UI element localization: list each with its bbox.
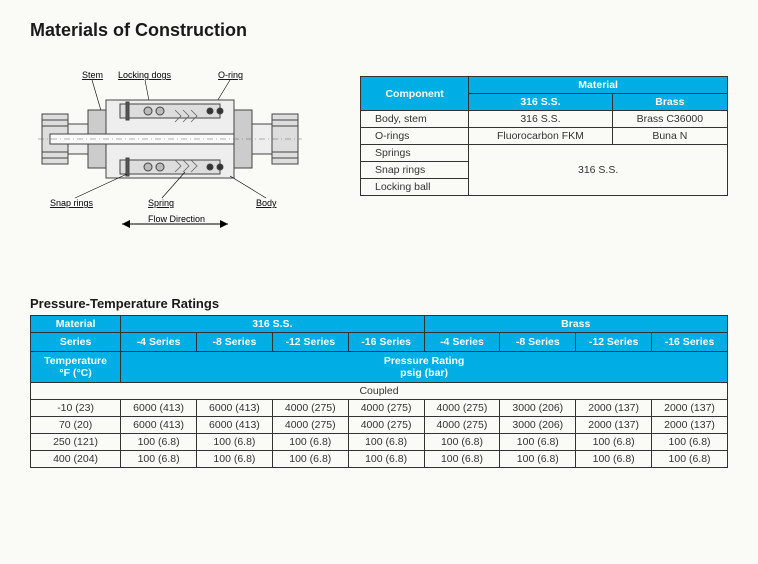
ratings-table: Material 316 S.S. Brass Series -4 Series… (30, 315, 728, 468)
ratings-title: Pressure-Temperature Ratings (30, 296, 728, 311)
label-oring: O-ring (218, 70, 243, 80)
page-title: Materials of Construction (30, 20, 728, 41)
col-component: Component (361, 77, 469, 111)
col-temp: Temperature °F (°C) (31, 352, 121, 383)
label-spring: Spring (148, 198, 174, 208)
label-flow: Flow Direction (148, 214, 205, 224)
table-row: 70 (20)6000 (413)6000 (413)4000 (275)400… (31, 417, 728, 434)
table-row: 250 (121)100 (6.8)100 (6.8)100 (6.8)100 … (31, 434, 728, 451)
label-snap: Snap rings (50, 198, 94, 208)
cutaway-diagram: Stem Locking dogs O-ring (30, 66, 330, 236)
materials-table: Component Material 316 S.S. Brass Body, … (360, 76, 728, 196)
col-ss: 316 S.S. (121, 316, 424, 333)
col-material: Material (31, 316, 121, 333)
col-series: Series (31, 333, 121, 352)
col-material: Material (469, 77, 728, 94)
col-brass: Brass (424, 316, 727, 333)
col-brass: Brass (612, 94, 727, 111)
table-row: -10 (23)6000 (413)6000 (413)4000 (275)40… (31, 400, 728, 417)
label-stem: Stem (82, 70, 103, 80)
label-locking: Locking dogs (118, 70, 172, 80)
table-row: O-rings Fluorocarbon FKM Buna N (361, 128, 728, 145)
table-row: Springs 316 S.S. (361, 145, 728, 162)
col-pressure: Pressure Rating psig (bar) (121, 352, 728, 383)
table-row: Body, stem 316 S.S. Brass C36000 (361, 111, 728, 128)
col-ss: 316 S.S. (469, 94, 612, 111)
label-body: Body (256, 198, 277, 208)
table-row: 400 (204)100 (6.8)100 (6.8)100 (6.8)100 … (31, 451, 728, 468)
coupled-row: Coupled (31, 383, 728, 400)
